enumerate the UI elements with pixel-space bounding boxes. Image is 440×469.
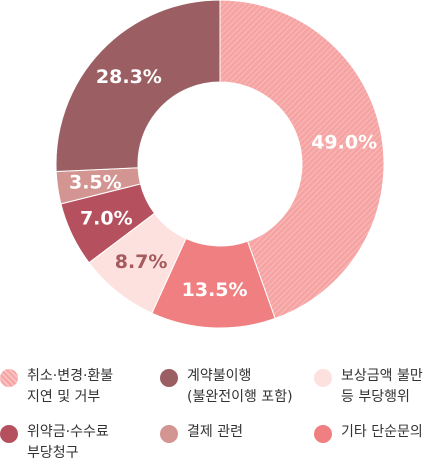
legend-label: 기타 단순문의 — [341, 424, 423, 440]
slice-label-1: 13.5% — [182, 279, 248, 301]
legend-swatch — [160, 425, 178, 443]
legend-item: 취소·변경·환불 지연 및 거부 — [0, 366, 113, 408]
legend-item: 결제 관련 — [160, 422, 243, 443]
slice-label-4: 3.5% — [69, 171, 122, 193]
slice-0 — [219, 0, 385, 320]
legend-swatch — [314, 425, 332, 443]
legend-item: 보상금액 불만 등 부당행위 — [314, 366, 423, 408]
legend-label: 위약금·수수료 부당청구 — [27, 424, 109, 461]
legend-swatch — [314, 369, 332, 387]
slice-label-2: 8.7% — [115, 251, 168, 273]
legend-label: 결제 관련 — [187, 424, 243, 440]
slice-5 — [55, 0, 221, 173]
legend-item: 기타 단순문의 — [314, 422, 423, 443]
legend-item: 계약불이행 (불완전이행 포함) — [160, 366, 293, 408]
slice-label-3: 7.0% — [80, 207, 133, 229]
slice-label-0: 49.0% — [311, 132, 377, 154]
legend-swatch — [160, 369, 178, 387]
legend-label: 계약불이행 (불완전이행 포함) — [187, 368, 293, 405]
slice-label-5: 28.3% — [96, 66, 162, 88]
slices-group — [55, 0, 385, 329]
legend-item: 위약금·수수료 부당청구 — [0, 422, 109, 464]
legend-swatch — [0, 425, 18, 443]
legend: 취소·변경·환불 지연 및 거부 계약불이행 (불완전이행 포함) 보상금액 불만 … — [0, 360, 440, 469]
legend-swatch — [0, 369, 18, 387]
legend-label: 보상금액 불만 등 부당행위 — [341, 368, 423, 405]
donut-chart: 49.0% 13.5% 8.7% 7.0% 3.5% 28.3% — [55, 0, 385, 329]
labels-group: 49.0% 13.5% 8.7% 7.0% 3.5% 28.3% — [69, 66, 377, 301]
legend-label: 취소·변경·환불 지연 및 거부 — [27, 368, 114, 405]
